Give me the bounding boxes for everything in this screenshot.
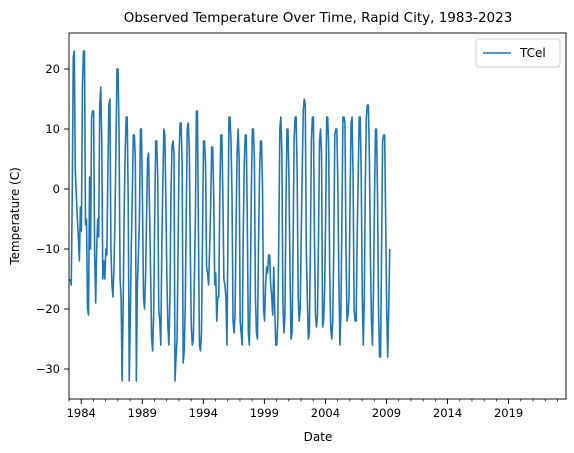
- x-tick-label: 2009: [372, 406, 401, 420]
- y-tick-label: 10: [45, 122, 60, 136]
- x-tick-label: 1984: [67, 406, 96, 420]
- y-axis-ticks: −30 −20 −10 0 10 20: [36, 62, 69, 376]
- legend: TCel: [475, 38, 561, 68]
- y-tick-label: −10: [36, 242, 60, 256]
- x-tick-label: 1999: [250, 406, 279, 420]
- x-axis-label: Date: [304, 430, 333, 444]
- x-tick-label: 2019: [494, 406, 523, 420]
- plot-frame: [68, 32, 567, 400]
- legend-box: [475, 38, 561, 68]
- x-tick-label: 2004: [311, 406, 340, 420]
- chart-title: Observed Temperature Over Time, Rapid Ci…: [124, 10, 513, 26]
- y-tick-label: −30: [36, 362, 60, 376]
- x-tick-label: 1989: [128, 406, 157, 420]
- series-line-tcel: [69, 50, 391, 382]
- y-tick-label: −20: [36, 302, 60, 316]
- y-tick-label: 0: [53, 182, 60, 196]
- x-axis-ticks: 1984 1989 1994 1999 2004 2009 2014 2019: [67, 399, 558, 420]
- y-tick-label: 20: [45, 62, 60, 76]
- x-tick-label: 1994: [189, 406, 218, 420]
- x-tick-label: 2014: [433, 406, 462, 420]
- y-axis-label: Temperature (C): [8, 167, 22, 266]
- legend-label-tcel: TCel: [519, 46, 546, 60]
